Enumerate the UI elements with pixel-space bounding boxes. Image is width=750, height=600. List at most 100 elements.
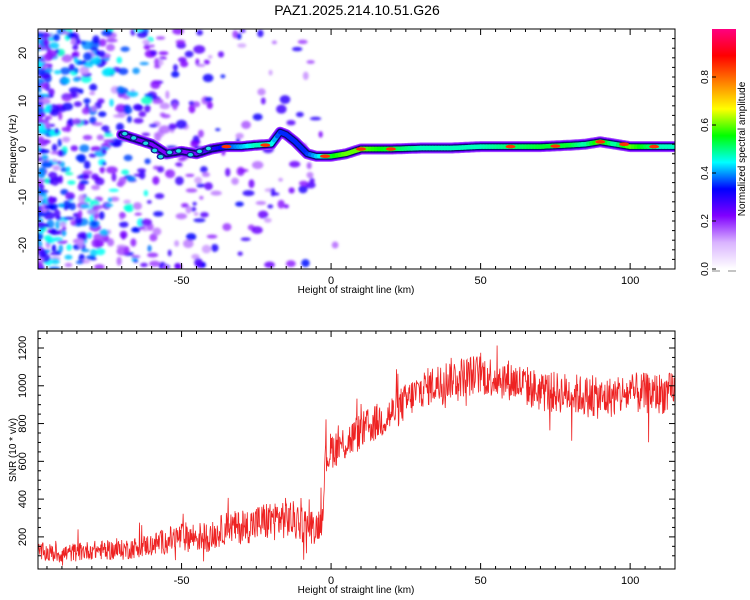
spectrogram-noise-blob [278, 177, 283, 182]
spectrogram-noise-blob [38, 156, 43, 162]
ridge-hotspot [619, 142, 630, 146]
spectrogram-noise-blob [196, 29, 203, 36]
spectrogram-noise-blob [55, 220, 61, 230]
spectrogram-noise-blob [306, 162, 312, 170]
spectrogram-noise-blob [141, 96, 153, 105]
spectrogram-noise-blob [140, 218, 152, 226]
spectrogram-noise-blob [81, 248, 90, 253]
spectrogram-noise-blob [82, 174, 90, 179]
spectrogram-noise-blob [63, 216, 75, 220]
spectrogram-noise-blob [58, 149, 64, 156]
spectrogram-noise-blob [116, 56, 123, 64]
spectrogram-noise-blob [38, 257, 45, 263]
spectrogram-noise-blob [73, 101, 82, 107]
spectrogram-noise-blob [38, 106, 44, 115]
spectrogram-noise-blob [60, 67, 71, 75]
spectrogram-noise-blob [188, 100, 195, 106]
spectrogram-noise-blob [143, 44, 151, 50]
spectrogram-noise-blob [168, 123, 177, 130]
spectrogram-noise-blob [242, 190, 255, 197]
spectrogram-noise-blob [82, 134, 93, 141]
spectrogram-noise-blob [103, 139, 115, 144]
ridge-hotspot [550, 144, 561, 148]
spectrogram-noise-blob [123, 106, 133, 115]
spectrogram-x-tick-label: 0 [328, 275, 334, 287]
spectrogram-y-tick-label: -10 [17, 189, 29, 205]
spectrogram-noise-blob [66, 166, 71, 172]
spectrogram-noise-blob [62, 136, 71, 143]
spectrogram-noise-blob [103, 133, 114, 137]
spectrogram-noise-blob [106, 238, 115, 247]
colorbar-tick-label: 0.2 [700, 214, 711, 228]
spectrogram-noise-blob [121, 169, 130, 175]
spectrogram-noise-blob [73, 56, 79, 63]
spectrogram-noise-blob [203, 59, 210, 65]
spectrogram-noise-blob [126, 115, 132, 123]
spectrogram-noise-blob [276, 104, 287, 114]
spectrogram-noise-blob [279, 95, 291, 104]
spectrogram-noise-blob [38, 261, 44, 268]
spectrogram-noise-blob [101, 29, 113, 37]
spectrogram-noise-blob [78, 210, 83, 219]
spectrogram-noise-blob [298, 180, 309, 186]
spectrogram-noise-blob [63, 200, 72, 210]
spectrogram-noise-blob [196, 183, 205, 188]
ridge-hotspot [320, 154, 331, 158]
spectrogram-noise-blob [48, 88, 55, 96]
spectrogram-noise-blob [184, 50, 194, 58]
spectrogram-noise-blob [251, 226, 263, 234]
spectrogram-noise-blob [80, 40, 87, 45]
spectrogram-noise-blob [144, 104, 151, 113]
spectrogram-noise-blob [115, 122, 125, 131]
spectrogram-noise-blob [240, 237, 251, 242]
spectrogram-noise-blob [92, 35, 100, 44]
spectrogram-noise-blob [289, 160, 301, 168]
spectrogram-noise-blob [64, 262, 73, 268]
spectrogram-noise-blob [38, 183, 45, 190]
spectrogram-noise-blob [204, 96, 213, 102]
spectrogram-noise-blob [155, 36, 166, 40]
snr-y-tick-label: 800 [17, 414, 29, 432]
spectrogram-noise-blob [138, 226, 146, 230]
spectrogram-noise-blob [270, 188, 276, 197]
spectrogram-noise-blob [152, 227, 162, 236]
snr-x-tick-label: 100 [621, 575, 639, 587]
spectrogram-noise-blob [118, 67, 129, 75]
spectrogram-noise-blob [72, 77, 81, 82]
spectrogram-noise-blob [309, 177, 315, 184]
spectrogram-noise-blob [40, 154, 49, 161]
spectrogram-noise-blob [152, 176, 160, 185]
spectrogram-noise-blob [193, 211, 199, 216]
snr-y-tick-label: 400 [17, 490, 29, 508]
spectrogram-noise-blob [111, 140, 122, 148]
spectrogram-noise-blob [54, 127, 60, 135]
spectrogram-noise-blob [38, 211, 47, 217]
spectrogram-noise-blob [140, 262, 148, 268]
spectrogram-noise-blob [174, 240, 180, 247]
spectrogram-noise-blob [126, 175, 136, 182]
spectrogram-noise-blob [285, 260, 296, 268]
spectrogram-panel: -50 0 50 100 -20 -10 0 10 20 Height of straight … [8, 28, 676, 296]
spectrogram-noise-blob [301, 259, 310, 268]
spectrogram-noise-blob [154, 132, 162, 142]
spectrogram-noise-blob [190, 206, 197, 212]
spectrogram-noise-blob [107, 197, 113, 203]
colorbar-label: Normalized spectral amplitude [737, 81, 748, 216]
spectrogram-noise-blob [68, 87, 80, 94]
spectrogram-noise-blob [55, 106, 67, 113]
spectrogram-noise-blob [52, 159, 58, 163]
spectrogram-frame [37, 28, 676, 270]
spectrogram-noise-blob [98, 211, 105, 220]
ridge-hotspot [595, 140, 606, 144]
snr-frame [37, 330, 676, 570]
spectrogram-noise-blob [182, 239, 194, 249]
spectrogram-noise-blob [38, 149, 50, 154]
spectrogram-noise-blob [150, 80, 161, 90]
spectrogram-noise-blob [123, 246, 130, 255]
spectrogram-noise-blob [210, 244, 219, 252]
spectrogram-noise-blob [39, 249, 47, 256]
spectrogram-noise-blob [288, 187, 295, 194]
spectrogram-noise-blob [141, 132, 151, 137]
ridge-hotspot [260, 143, 271, 147]
spectrogram-noise-blob [263, 217, 272, 223]
